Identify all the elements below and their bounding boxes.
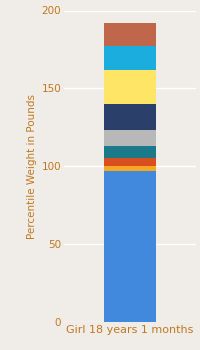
Y-axis label: Percentile Weight in Pounds: Percentile Weight in Pounds xyxy=(27,94,37,239)
Bar xyxy=(104,70,156,104)
Bar xyxy=(104,131,156,146)
Bar xyxy=(104,23,156,46)
Bar xyxy=(104,46,156,70)
Bar xyxy=(104,171,156,322)
Bar xyxy=(104,146,156,159)
Bar xyxy=(104,104,156,131)
Bar xyxy=(104,159,156,166)
Bar xyxy=(104,166,156,171)
